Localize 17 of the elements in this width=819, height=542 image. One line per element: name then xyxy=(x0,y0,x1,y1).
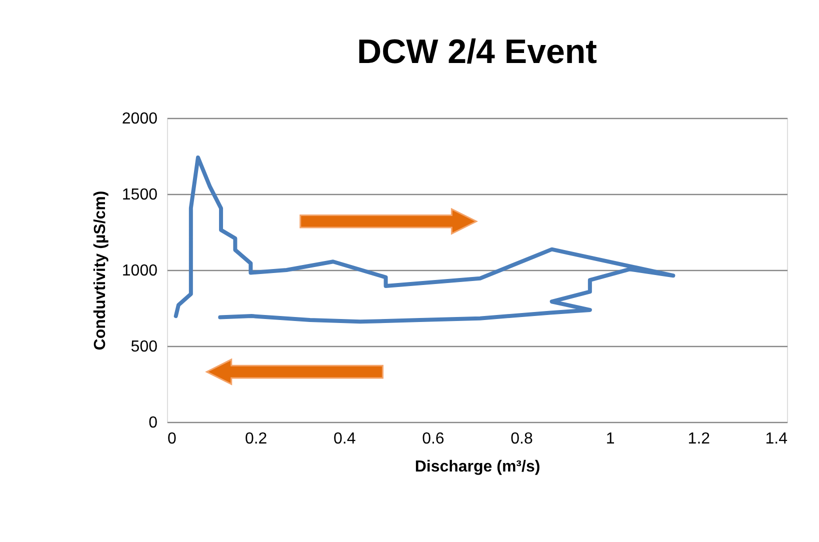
x-tick-label: 0 xyxy=(168,430,176,448)
x-tick-label: 0.6 xyxy=(422,430,444,448)
x-axis-title: Discharge (m³/s) xyxy=(414,458,540,476)
x-tick-label: 1.4 xyxy=(765,430,788,448)
x-tick-label: 1.2 xyxy=(688,430,710,448)
y-tick-label: 2000 xyxy=(122,110,158,128)
x-tick-label: 0.4 xyxy=(334,430,356,448)
x-tick-label: 0.8 xyxy=(510,430,534,448)
y-tick-label: 1000 xyxy=(122,262,158,280)
line-series xyxy=(174,156,676,324)
y-tick-label: 500 xyxy=(130,338,158,356)
x-tick-label: 1 xyxy=(606,430,615,448)
x-tick-label: 0.2 xyxy=(244,430,268,448)
y-tick-label: 0 xyxy=(148,414,158,432)
chart-title: DCW 2/4 Event xyxy=(357,33,597,71)
y-tick-label: 1500 xyxy=(122,186,158,204)
y-axis-title: Conduvtivity (µS/cm) xyxy=(92,190,109,350)
